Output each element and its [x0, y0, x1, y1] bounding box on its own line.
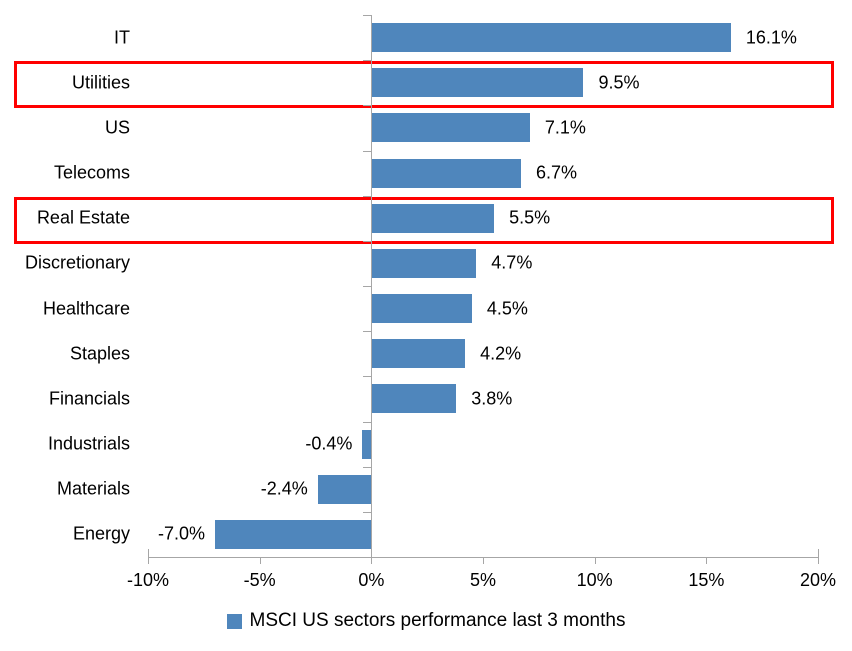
legend-label: MSCI US sectors performance last 3 month… — [249, 610, 626, 631]
category-label: Energy — [72, 523, 130, 544]
x-axis-tick — [818, 558, 819, 564]
category-label: Healthcare — [42, 298, 130, 319]
bar — [371, 203, 495, 233]
x-axis-tick-label: 0% — [358, 570, 385, 590]
x-axis-tick — [706, 558, 708, 564]
bar — [371, 248, 477, 278]
y-axis-tick — [363, 511, 372, 513]
value-label: 6.7% — [535, 162, 577, 183]
value-label: 5.5% — [509, 207, 551, 228]
value-label: 4.7% — [491, 252, 533, 273]
category-label: US — [104, 117, 130, 138]
value-label: 3.8% — [471, 388, 513, 409]
y-axis-tick — [363, 466, 372, 468]
category-label: Telecoms — [53, 162, 130, 183]
category-label: Materials — [56, 478, 130, 499]
x-axis-tick — [483, 558, 484, 564]
y-axis-tick — [363, 15, 372, 16]
bar — [371, 158, 521, 188]
bar — [215, 519, 372, 549]
bar — [362, 429, 372, 459]
x-axis-tick — [148, 558, 149, 564]
category-label: Utilities — [71, 72, 130, 93]
x-axis-tick-label: 5% — [469, 570, 496, 590]
bar — [371, 384, 457, 414]
x-axis-tick-label: -5% — [243, 570, 276, 590]
legend-swatch-icon — [226, 613, 242, 629]
value-label: 4.2% — [480, 343, 522, 364]
x-axis-tick-label: 20% — [799, 570, 837, 590]
x-axis-end-tick — [818, 549, 819, 557]
bar — [371, 294, 472, 324]
category-label: Discretionary — [24, 252, 130, 273]
bar — [371, 113, 530, 143]
category-label: Staples — [69, 343, 130, 364]
x-axis-tick — [259, 558, 261, 564]
bar — [371, 339, 466, 369]
bar — [317, 474, 372, 504]
y-axis-tick — [363, 60, 372, 62]
category-label: IT — [114, 27, 130, 48]
y-axis-tick — [363, 421, 372, 423]
y-axis-tick — [363, 240, 372, 242]
category-label: Real Estate — [36, 207, 130, 228]
x-axis-tick-label: 10% — [576, 570, 613, 590]
x-axis-tick — [371, 558, 373, 564]
y-axis-tick — [363, 195, 372, 197]
category-label: Industrials — [47, 433, 130, 454]
x-axis-tick-label: 15% — [688, 570, 725, 590]
y-axis-tick — [363, 150, 372, 152]
value-label: -0.4% — [305, 433, 353, 454]
y-axis-tick — [363, 105, 372, 107]
value-label: -2.4% — [260, 478, 308, 499]
legend: MSCI US sectors performance last 3 month… — [0, 610, 852, 632]
value-label: -7.0% — [157, 523, 205, 544]
x-axis-end-tick — [148, 549, 149, 557]
highlight-box — [14, 61, 834, 109]
y-axis-tick — [363, 376, 372, 378]
bar — [371, 68, 584, 98]
y-axis-tick — [363, 286, 372, 287]
y-axis-tick — [363, 331, 372, 333]
value-label: 16.1% — [745, 27, 797, 48]
y-axis-line — [371, 15, 373, 557]
value-label: 9.5% — [598, 72, 640, 93]
x-axis-tick-label: -10% — [126, 570, 170, 590]
category-label: Financials — [48, 388, 130, 409]
x-axis-tick — [594, 558, 596, 564]
highlight-box — [14, 196, 834, 244]
x-axis-line — [148, 557, 819, 558]
value-label: 7.1% — [544, 117, 586, 138]
bar — [371, 23, 731, 53]
value-label: 4.5% — [486, 298, 528, 319]
